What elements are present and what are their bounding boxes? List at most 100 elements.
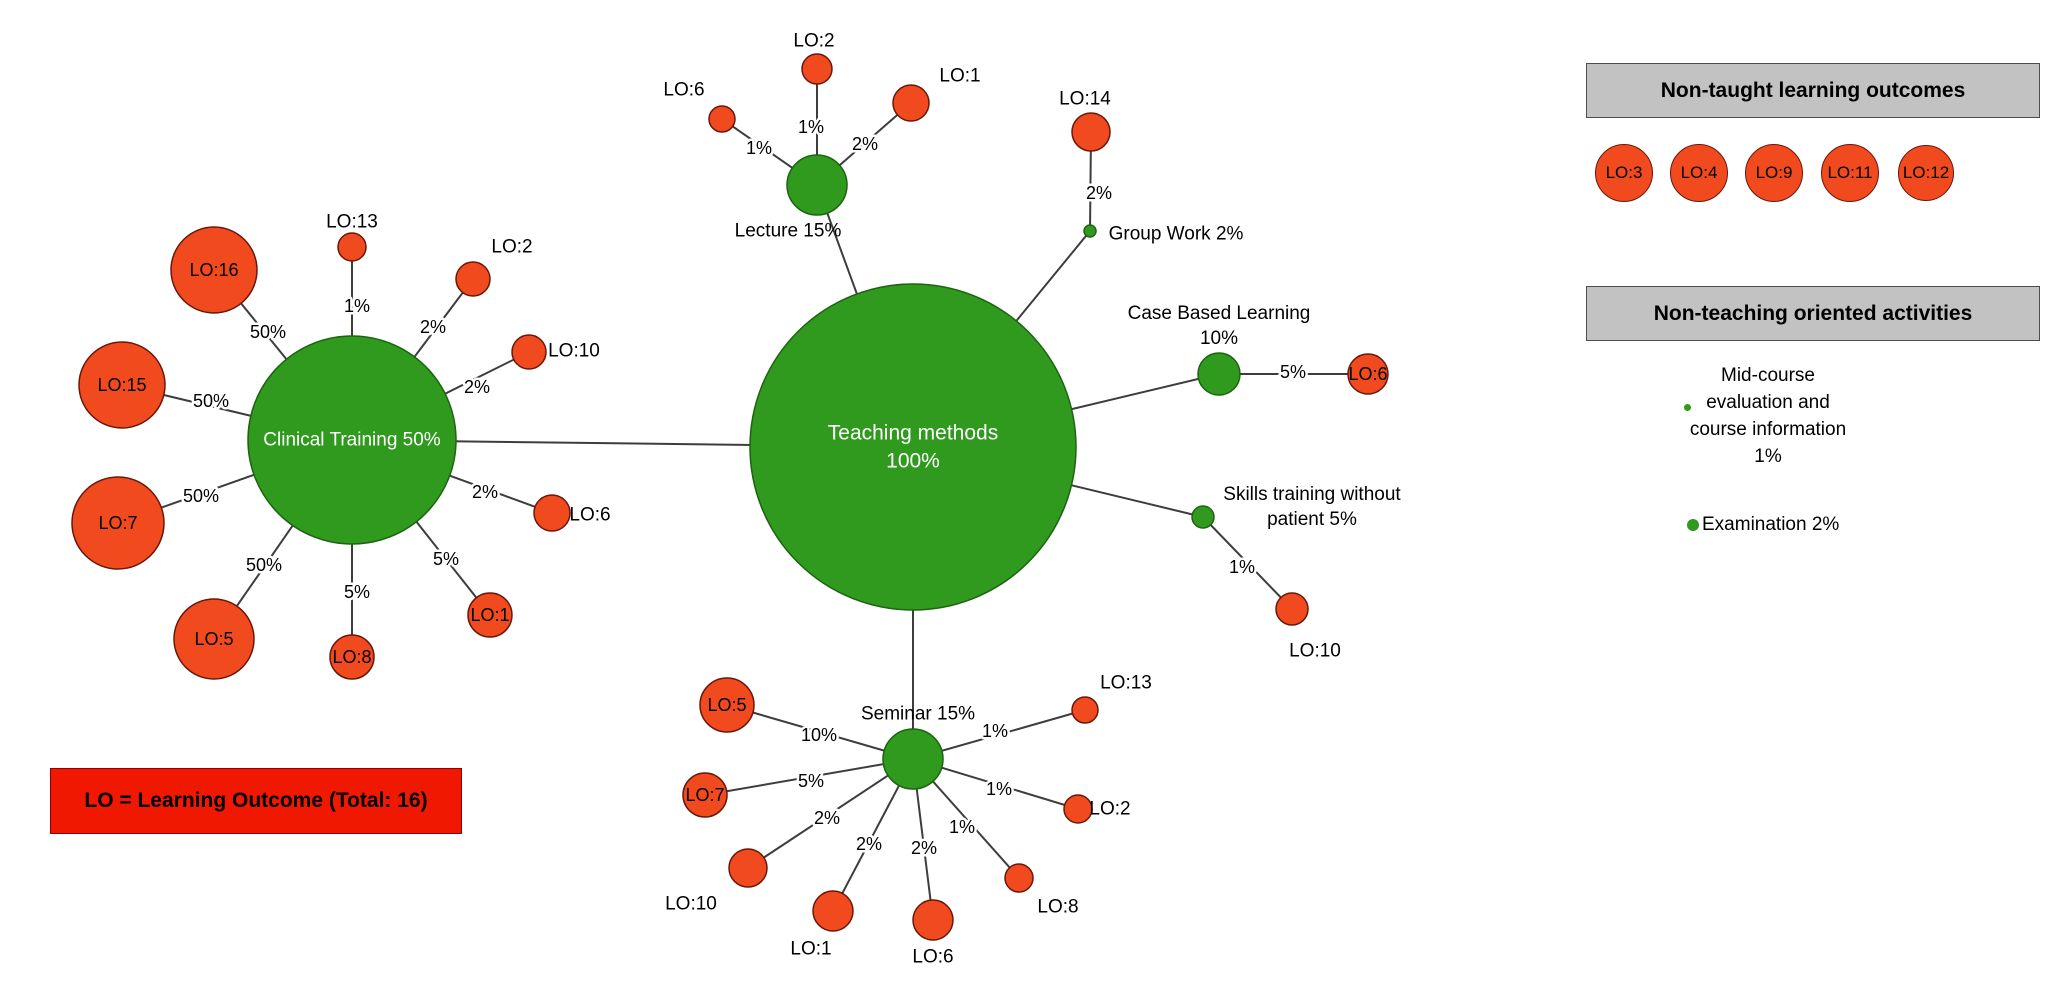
- node-se-lo13: [1071, 696, 1099, 724]
- label-skills: Skills training without patient 5%: [1223, 484, 1401, 530]
- edge-weight-clinical-c-lo15: 50%: [193, 391, 229, 411]
- label-c-lo15: LO:15: [97, 375, 146, 395]
- node-c-lo2: [455, 261, 491, 297]
- label-c-lo2: LO:2: [491, 237, 532, 258]
- label-l-lo1: LO:1: [939, 66, 980, 87]
- label-se-lo2: LO:2: [1089, 799, 1130, 820]
- edge-weight-lecture-l-lo6: 1%: [746, 138, 772, 158]
- node-l-lo1: [892, 84, 930, 122]
- non-taught-outcome-lo11: LO:11: [1821, 144, 1879, 202]
- edge-weight-seminar-se-lo8: 1%: [949, 817, 975, 837]
- edge-weight-clinical-c-lo10: 2%: [464, 377, 490, 397]
- node-seminar: [882, 728, 944, 790]
- node-c-lo8: [329, 634, 375, 680]
- node-clinical: [247, 335, 457, 545]
- label-c-lo6: LO:6: [569, 505, 610, 526]
- edge-weight-clinical-c-lo8: 5%: [344, 582, 370, 602]
- activities-header: Non-teaching oriented activities: [1586, 286, 2040, 341]
- edge-weight-seminar-se-lo10: 2%: [814, 808, 840, 828]
- edge-weight-seminar-se-lo7: 5%: [798, 771, 824, 791]
- node-c-lo7: [71, 476, 165, 570]
- label-c-lo8: LO:8: [332, 647, 371, 667]
- midcourse-line: course information: [1689, 419, 1847, 440]
- node-c-lo15: [78, 341, 166, 429]
- label-clinical: Clinical Training 50%: [263, 430, 441, 451]
- edge-weight-casebased-cb-lo6: 5%: [1280, 362, 1306, 382]
- label-se-lo10: LO:10: [665, 894, 717, 915]
- node-teaching: [749, 283, 1077, 611]
- node-se-lo1: [812, 890, 854, 932]
- labels: Teaching methods 100% Clinical Training 50…: [97, 31, 1401, 968]
- node-c-lo10: [511, 334, 547, 370]
- label-c-lo1: LO:1: [470, 605, 509, 625]
- edge-weight-clinical-c-lo7: 50%: [183, 486, 219, 506]
- node-se-lo6: [912, 899, 954, 941]
- label-s-lo10: LO:10: [1289, 641, 1341, 662]
- node-c-lo1: [467, 592, 513, 638]
- label-se-lo5: LO:5: [707, 695, 746, 715]
- label-se-lo13: LO:13: [1100, 673, 1152, 694]
- label-lecture: Lecture 15%: [735, 221, 842, 242]
- examination-dot-icon: [1687, 519, 1699, 531]
- non-taught-outcome-lo12: LO:12: [1898, 145, 1954, 201]
- node-se-lo5: [699, 677, 755, 733]
- edge-weight-clinical-c-lo1: 5%: [433, 549, 459, 569]
- node-se-lo8: [1004, 863, 1034, 893]
- midcourse-dot-icon: [1684, 404, 1691, 411]
- edge-weight-groupwork-g-lo14: 2%: [1086, 183, 1112, 203]
- label-l-lo2: LO:2: [793, 31, 834, 52]
- node-casebased: [1197, 352, 1241, 396]
- node-skills: [1191, 505, 1215, 529]
- node-se-lo10: [728, 848, 768, 888]
- node-c-lo13: [337, 232, 367, 262]
- node-cb-lo6: [1347, 353, 1389, 395]
- label-g-lo14: LO:14: [1059, 89, 1111, 110]
- node-s-lo10: [1275, 592, 1309, 626]
- edge-seminar-se-lo7: [704, 758, 914, 796]
- edge-weight-clinical-c-lo5: 50%: [246, 555, 282, 575]
- node-se-lo2: [1063, 794, 1093, 824]
- midcourse-activity: Mid-course evaluation and course informa…: [1646, 362, 1890, 470]
- legend-box: LO = Learning Outcome (Total: 16): [50, 768, 462, 834]
- node-groupwork: [1083, 224, 1097, 238]
- edge-weight-clinical-c-lo6: 2%: [472, 482, 498, 502]
- edge-weight-seminar-se-lo5: 10%: [801, 725, 837, 745]
- node-g-lo14: [1071, 112, 1111, 152]
- label-c-lo10: LO:10: [548, 341, 600, 362]
- edge-seminar-se-lo10: [747, 758, 914, 869]
- label-seminar: Seminar 15%: [861, 704, 975, 725]
- examination-activity: Examination 2%: [1687, 514, 1839, 536]
- midcourse-line: Mid-course: [1721, 365, 1815, 386]
- edge-weight-clinical-c-lo2: 2%: [420, 317, 446, 337]
- label-cb-lo6: LO:6: [1348, 364, 1387, 384]
- midcourse-line: evaluation and: [1706, 392, 1830, 413]
- label-c-lo7: LO:7: [98, 513, 137, 533]
- label-groupwork: Group Work 2%: [1109, 224, 1244, 245]
- label-c-lo13: LO:13: [326, 212, 378, 233]
- node-c-lo6: [533, 494, 571, 532]
- edge-weight-lecture-l-lo1: 2%: [852, 134, 878, 154]
- node-c-lo16: [170, 226, 258, 314]
- node-l-lo6: [708, 105, 736, 133]
- edge-weight-clinical-c-lo13: 1%: [344, 296, 370, 316]
- label-se-lo1: LO:1: [790, 939, 831, 960]
- edge-weight-seminar-se-lo2: 1%: [986, 779, 1012, 799]
- node-se-lo7: [682, 772, 728, 818]
- label-casebased: Case Based Learning 10%: [1128, 303, 1311, 349]
- label-teaching: Teaching methods 100%: [828, 422, 998, 473]
- node-l-lo2: [801, 53, 833, 85]
- edge-weight-clinical-c-lo16: 50%: [250, 322, 286, 342]
- node-lecture: [786, 154, 848, 216]
- edge-weight-lecture-l-lo2: 1%: [798, 117, 824, 137]
- edge-weight-seminar-se-lo1: 2%: [856, 834, 882, 854]
- examination-label: Examination 2%: [1702, 514, 1840, 535]
- label-se-lo6: LO:6: [912, 947, 953, 968]
- non-taught-header: Non-taught learning outcomes: [1586, 63, 2040, 118]
- edge-skills-s-lo10: [1202, 516, 1293, 610]
- label-c-lo5: LO:5: [194, 629, 233, 649]
- label-se-lo8: LO:8: [1037, 897, 1078, 918]
- edge-weight-seminar-se-lo13: 1%: [982, 721, 1008, 741]
- edge-seminar-se-lo5: [726, 704, 914, 760]
